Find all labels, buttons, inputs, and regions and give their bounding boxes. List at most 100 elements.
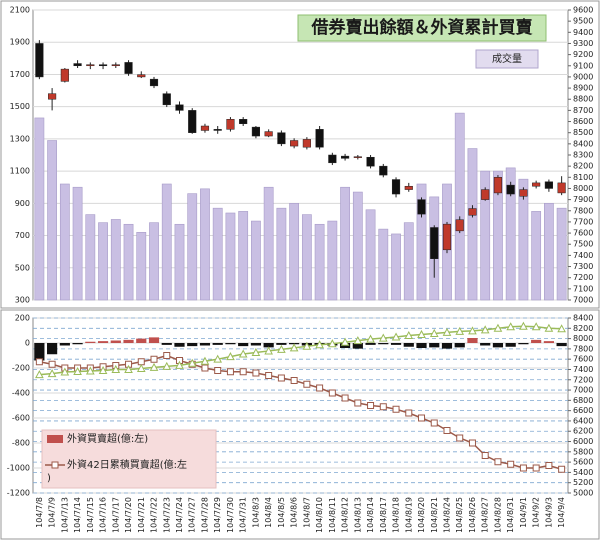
x-tick-label: 104/8/3 — [251, 497, 260, 528]
marker — [558, 465, 566, 473]
volume-bar — [493, 170, 503, 301]
y2-tick-label: 8200 — [573, 162, 593, 171]
y2-tick-label: 9600 — [573, 6, 593, 15]
y2-tick-label: 5600 — [573, 458, 593, 467]
marker — [506, 322, 516, 331]
candle-body — [328, 154, 337, 164]
y2-tick-label: 9100 — [573, 61, 593, 70]
y2-tick-label: 9400 — [573, 28, 593, 37]
marker — [35, 370, 44, 379]
y-tick-label: 1300 — [10, 134, 30, 143]
y-tick-label: -800 — [12, 439, 30, 448]
marker — [417, 329, 426, 338]
marker — [493, 323, 503, 332]
x-tick-label: 104/7/15 — [86, 497, 95, 533]
title-box — [297, 14, 547, 42]
bar — [543, 341, 554, 343]
bar — [136, 338, 147, 343]
y-tick-label: 200 — [15, 314, 30, 323]
marker — [187, 358, 197, 367]
candle-body — [379, 165, 388, 176]
marker — [481, 452, 489, 459]
marker — [150, 355, 158, 363]
x-tick-label: 104/7/23 — [162, 497, 171, 533]
marker — [200, 356, 210, 365]
candle-body — [481, 189, 490, 200]
bar — [416, 343, 427, 348]
marker — [136, 363, 146, 372]
marker — [468, 326, 477, 335]
y2-tick-label: 8500 — [573, 128, 593, 137]
marker — [214, 367, 222, 374]
legend-label: 外資42日累積買賣超(億:左) — [47, 458, 187, 484]
annotation-box — [475, 49, 539, 69]
bar — [429, 343, 440, 348]
y2-tick-label: 5200 — [573, 478, 593, 487]
y2-tick-label: 7600 — [573, 355, 593, 364]
y2-tick-label: 8600 — [573, 117, 593, 126]
candle-body — [162, 93, 171, 106]
candle-body — [149, 78, 159, 87]
marker — [443, 427, 451, 434]
y2-tick-label: 6400 — [573, 416, 593, 425]
y2-tick-label: 7200 — [573, 375, 593, 384]
candle-body — [391, 179, 401, 195]
bar — [378, 343, 389, 345]
bar — [212, 343, 223, 345]
y2-tick-label: 5800 — [573, 447, 593, 456]
bar — [467, 338, 478, 343]
marker — [226, 352, 235, 361]
bar — [403, 343, 414, 347]
x-tick-label: 104/7/28 — [200, 497, 209, 533]
marker — [265, 372, 273, 379]
bar — [556, 343, 567, 347]
y-tick-label: 1500 — [10, 102, 30, 111]
x-tick-label: 104/8/18 — [392, 497, 401, 533]
candle-body — [302, 139, 311, 148]
marker — [392, 405, 400, 413]
marker — [519, 464, 527, 472]
x-tick-label: 104/8/19 — [404, 497, 413, 533]
marker — [149, 362, 159, 371]
marker — [507, 460, 515, 468]
x-tick-label: 104/9/3 — [544, 497, 553, 528]
y2-tick-label: 9500 — [573, 17, 593, 26]
candle-body — [98, 64, 108, 67]
candle-body — [544, 181, 553, 189]
marker — [252, 369, 260, 377]
x-tick-label: 104/7/30 — [226, 497, 235, 533]
legend-label-part: ) — [47, 473, 51, 484]
candle-body — [111, 64, 120, 67]
marker — [418, 414, 426, 422]
bar — [161, 343, 172, 345]
marker — [35, 358, 43, 366]
y2-tick-label: 9300 — [573, 39, 593, 48]
volume-bar — [187, 193, 198, 301]
marker — [315, 340, 324, 349]
y-tick-label: -1200 — [7, 489, 30, 498]
marker — [429, 328, 439, 337]
y2-tick-label: 8700 — [573, 106, 593, 115]
candle-body — [430, 227, 439, 259]
marker — [213, 354, 223, 363]
candle-body — [213, 129, 222, 131]
x-tick-label: 104/7/8 — [35, 497, 44, 528]
marker — [73, 366, 82, 376]
marker — [328, 389, 336, 397]
x-tick-label: 104/9/1 — [519, 497, 528, 528]
volume-bar — [251, 220, 261, 301]
marker — [60, 367, 70, 376]
y-tick-label: -600 — [12, 414, 30, 423]
marker — [264, 346, 273, 355]
x-tick-label: 104/8/28 — [493, 497, 502, 533]
y2-tick-label: 6800 — [573, 396, 593, 405]
x-tick-label: 104/7/14 — [73, 497, 82, 533]
candle-body — [175, 104, 184, 111]
marker — [353, 336, 363, 345]
x-tick-label: 104/9/4 — [557, 497, 566, 528]
bar — [441, 343, 453, 349]
x-tick-label: 104/7/20 — [124, 497, 133, 533]
x-tick-label: 104/8/24 — [442, 497, 451, 533]
y-tick-label: 500 — [15, 263, 30, 272]
x-tick-label: 104/7/9 — [48, 497, 57, 528]
